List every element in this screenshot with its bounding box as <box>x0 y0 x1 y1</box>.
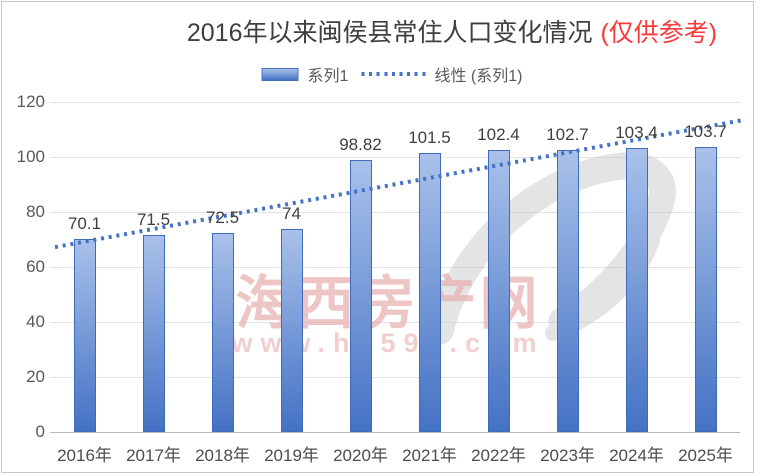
bar-2020年 <box>349 160 372 432</box>
bar-2022年 <box>487 150 510 432</box>
bar-value-label: 72.5 <box>205 207 240 227</box>
bar-value-label: 102.7 <box>546 124 589 144</box>
x-tick-label: 2022年 <box>471 446 526 465</box>
chart-title: 2016年以来闽侯县常住人口变化情况 (仅供参考) <box>187 13 717 49</box>
bar-2017年 <box>142 235 165 432</box>
x-tick-label: 2020年 <box>333 446 388 465</box>
gridline <box>50 267 740 268</box>
gridline <box>50 212 740 213</box>
y-tick-label: 60 <box>26 257 45 276</box>
x-axis-line <box>50 432 740 433</box>
bar-2019年 <box>280 228 303 432</box>
bar-value-label: 103.4 <box>615 122 658 142</box>
gridline <box>50 102 740 103</box>
bar-2025年 <box>694 146 717 432</box>
x-tick-label: 2021年 <box>402 446 457 465</box>
bar-2018年 <box>211 232 234 432</box>
y-tick-label: 100 <box>16 147 45 166</box>
bar-2016年 <box>73 239 96 432</box>
gridline <box>50 377 740 378</box>
x-tick-label: 2023年 <box>540 446 595 465</box>
x-tick-label: 2019年 <box>264 446 319 465</box>
bar-2021年 <box>418 152 441 432</box>
gridline <box>50 157 740 158</box>
y-tick-label: 120 <box>16 92 45 111</box>
x-tick-label: 2016年 <box>57 446 112 465</box>
bar-value-label: 103.7 <box>684 121 727 141</box>
bar-value-label: 70.1 <box>67 214 102 234</box>
y-tick-label: 40 <box>26 312 45 331</box>
x-tick-label: 2024年 <box>609 446 664 465</box>
chart-title-note: (仅供参考) <box>600 19 718 47</box>
y-tick-label: 0 <box>35 422 45 441</box>
legend: 系列1 线性 (系列1) <box>261 62 523 86</box>
x-tick-label: 2025年 <box>678 446 733 465</box>
chart-title-main: 2016年以来闽侯县常住人口变化情况 <box>186 19 593 47</box>
bar-value-label: 101.5 <box>408 127 451 147</box>
legend-series-label: 系列1 <box>307 68 349 85</box>
y-tick-label: 80 <box>26 202 45 221</box>
x-tick-label: 2018年 <box>195 446 250 465</box>
series1-swatch-icon <box>261 67 299 81</box>
legend-trend-label: 线性 (系列1) <box>434 68 523 85</box>
bar-2024年 <box>625 147 648 432</box>
y-tick-label: 20 <box>26 367 45 386</box>
x-tick-label: 2017年 <box>126 446 181 465</box>
gridline <box>50 322 740 323</box>
bar-value-label: 102.4 <box>477 125 520 145</box>
bar-2023年 <box>556 149 579 432</box>
bar-value-label: 74 <box>282 203 301 223</box>
bar-value-label: 71.5 <box>136 210 171 230</box>
dotted-line-icon <box>361 72 426 76</box>
bar-value-label: 98.82 <box>339 135 382 155</box>
